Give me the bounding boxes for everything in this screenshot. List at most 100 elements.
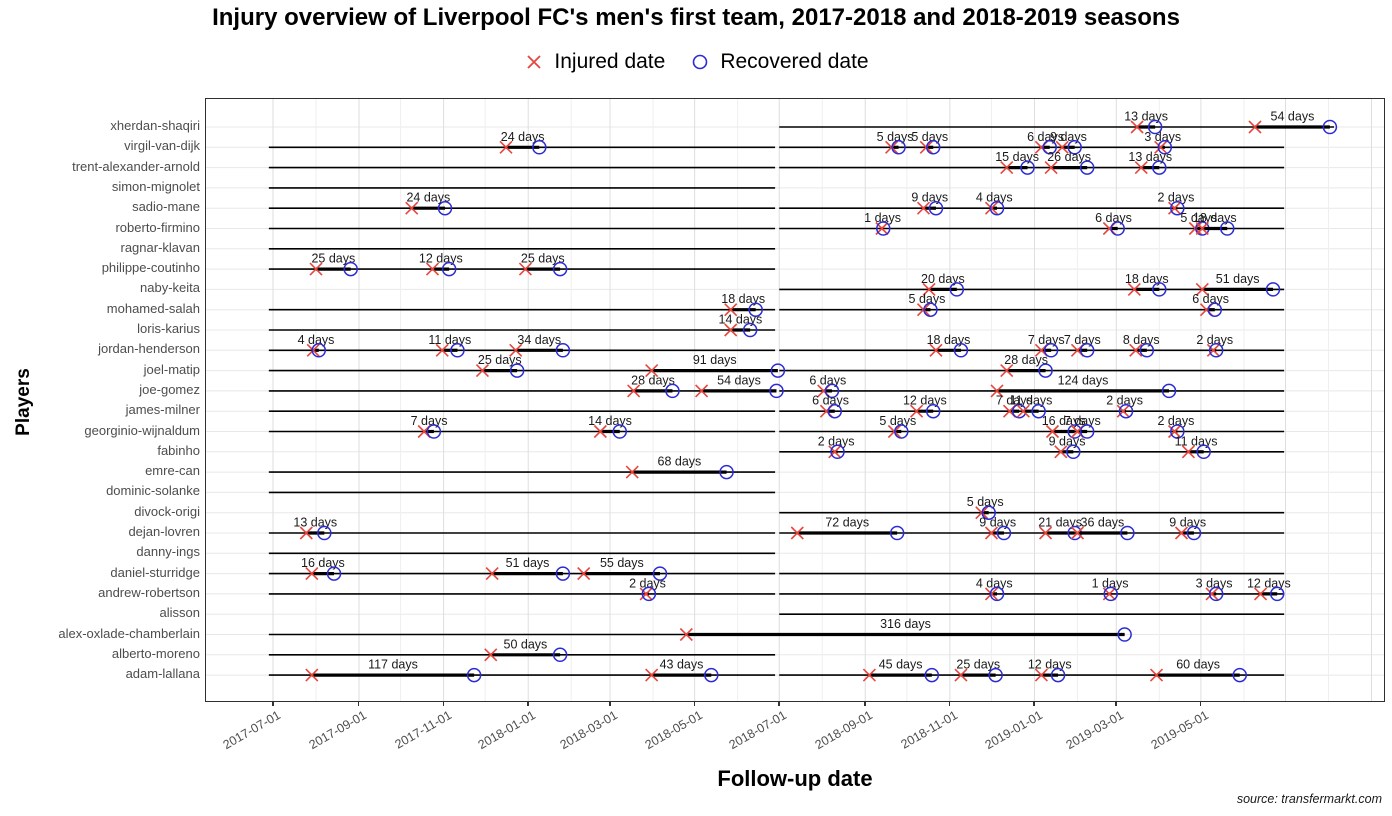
recovered-marker: [1038, 363, 1053, 378]
recovered-marker: [925, 403, 941, 419]
player-label-georginio-wijnaldum: georginio-wijnaldum: [84, 422, 200, 438]
player-label-joe-gomez: joe-gomez: [139, 381, 200, 397]
injured-marker: [627, 384, 641, 398]
recovered-marker: [1207, 302, 1223, 317]
injury-days-label: 2 days: [629, 576, 666, 590]
player-label-ragnar-klavan: ragnar-klavan: [120, 239, 201, 255]
recovered-marker: [555, 566, 571, 581]
injured-marker: [435, 343, 449, 357]
injury-days-label: 25 days: [956, 658, 1000, 672]
player-label-simon-mignolet: simon-mignolet: [111, 178, 200, 194]
injured-marker: [984, 587, 999, 601]
injury-days-label: 2 days: [1196, 333, 1233, 347]
recovered-marker: [830, 444, 845, 460]
recovered-marker: [1118, 403, 1134, 419]
injury-days-label: 6 days: [1027, 130, 1064, 144]
injury-days-label: 5 days: [909, 292, 946, 306]
injury-days-label: 12 days: [903, 394, 947, 408]
injured-marker: [499, 140, 513, 154]
x-tick: [778, 702, 780, 706]
recovered-marker: [989, 200, 1005, 216]
injury-days-label: 5 days: [1180, 211, 1217, 225]
recovered-marker: [1067, 140, 1082, 155]
recovered-marker: [1208, 586, 1224, 602]
injury-days-label: 20 days: [921, 272, 965, 286]
injured-marker: [1127, 282, 1141, 296]
recovered-marker: [1220, 221, 1235, 236]
injured-marker: [1167, 424, 1182, 439]
injured-marker: [695, 384, 709, 398]
injured-marker: [518, 262, 532, 276]
x-tick: [272, 702, 274, 706]
recovered-marker: [923, 302, 938, 317]
injured-marker: [485, 567, 499, 581]
injured-marker: [916, 201, 931, 215]
recovered-marker: [1265, 282, 1281, 297]
x-axis-title: Follow-up date: [717, 766, 873, 791]
recovered-marker: [652, 566, 668, 581]
injury-days-label: 2 days: [1158, 191, 1195, 205]
injury-days-label: 24 days: [501, 130, 545, 144]
injured-marker: [724, 303, 738, 317]
injury-days-label: 43 days: [660, 658, 704, 672]
injury-days-label: 68 days: [658, 455, 702, 469]
injury-days-label: 36 days: [1081, 516, 1125, 530]
injured-marker: [1130, 120, 1144, 134]
injured-marker: [305, 668, 319, 682]
injury-days-label: 316 days: [880, 617, 931, 631]
recovered-marker: [552, 647, 568, 663]
injury-days-label: 7 days: [1064, 414, 1101, 428]
recovered-marker: [988, 667, 1003, 683]
injury-days-label: 55 days: [600, 556, 644, 570]
injury-days-label: 21 days: [1038, 516, 1082, 530]
recovered-marker: [1079, 160, 1095, 175]
injury-days-label: 4 days: [976, 191, 1013, 205]
injured-marker: [862, 668, 876, 682]
injured-marker: [724, 323, 738, 337]
injured-marker: [910, 404, 924, 418]
recovered-marker: [925, 140, 941, 155]
recovered-marker: [1066, 444, 1081, 460]
recovered-marker: [1117, 627, 1132, 642]
injured-marker: [1034, 668, 1048, 682]
injured-marker: [1045, 424, 1060, 439]
x-tick: [1033, 702, 1035, 706]
player-row-mohamed-salah: 18 days 5 days 6 days: [268, 292, 1285, 317]
recovered-marker: [1110, 221, 1125, 236]
row-gridlines: [206, 126, 1384, 676]
injured-marker: [1000, 364, 1014, 378]
injured-marker: [625, 465, 639, 479]
recovered-marker: [770, 363, 786, 378]
legend-recovered-label: Recovered date: [720, 50, 869, 73]
player-row-fabinho: 2 days 9 days 11 days: [779, 434, 1285, 460]
injury-days-label: 9 days: [1169, 516, 1206, 530]
x-tick: [609, 702, 611, 706]
injury-days-label: 11 days: [1175, 434, 1218, 448]
player-label-dejan-lovren: dejan-lovren: [128, 524, 200, 539]
player-row-trent-alexander-arnold: 15 days 26 days 13 days: [268, 150, 1285, 175]
injured-marker: [1253, 587, 1268, 601]
x-tick-label: 2017-11-01: [392, 708, 454, 752]
x-tick-label: 2018-01-01: [475, 708, 539, 753]
injury-days-label: 7 days: [1028, 333, 1065, 347]
injured-marker: [984, 526, 999, 540]
injury-days-label: 54 days: [717, 373, 761, 387]
injury-days-label: 34 days: [517, 333, 561, 347]
injury-days-label: 7 days: [996, 394, 1033, 408]
recovered-marker: [1170, 200, 1185, 216]
recovered-marker: [924, 667, 940, 683]
x-tick: [442, 702, 445, 706]
recovered-marker: [953, 343, 969, 358]
injury-days-label: 25 days: [521, 252, 565, 266]
player-row-daniel-sturridge: 16 days 51 days 55 days: [268, 556, 1285, 581]
injury-days-label: 7 days: [411, 414, 448, 428]
recovered-marker: [1161, 383, 1177, 399]
injury-days-label: 12 days: [1247, 576, 1291, 590]
player-label-alisson: alisson: [159, 605, 200, 621]
injury-days-label: 12 days: [419, 252, 463, 266]
injured-marker: [1055, 140, 1069, 154]
injury-days-label: 6 days: [1095, 211, 1132, 225]
recovered-marker: [466, 667, 482, 683]
injury-days-label: 6 days: [812, 394, 849, 408]
